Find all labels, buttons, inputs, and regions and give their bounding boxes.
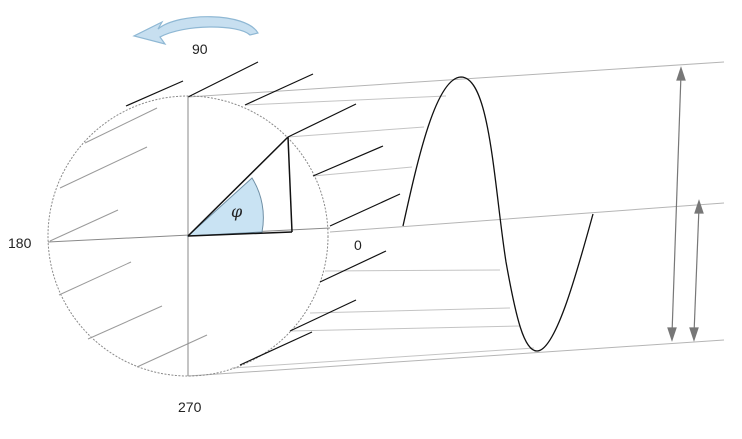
projection-lines	[231, 95, 535, 369]
angle-wedge	[186, 177, 264, 237]
envelope-lines	[187, 61, 725, 377]
label-270: 270	[178, 399, 202, 415]
angle-label: φ	[231, 202, 243, 221]
hatch-lines-right	[125, 61, 401, 366]
label-180: 180	[8, 235, 32, 251]
label-0: 0	[354, 237, 362, 253]
rotation-arrow-icon	[132, 16, 259, 45]
hatch-lines-left	[49, 107, 208, 368]
phasor-vector	[187, 136, 293, 237]
sine-wave	[402, 76, 594, 352]
amplitude-arrows	[667, 66, 704, 342]
label-90: 90	[192, 41, 208, 57]
